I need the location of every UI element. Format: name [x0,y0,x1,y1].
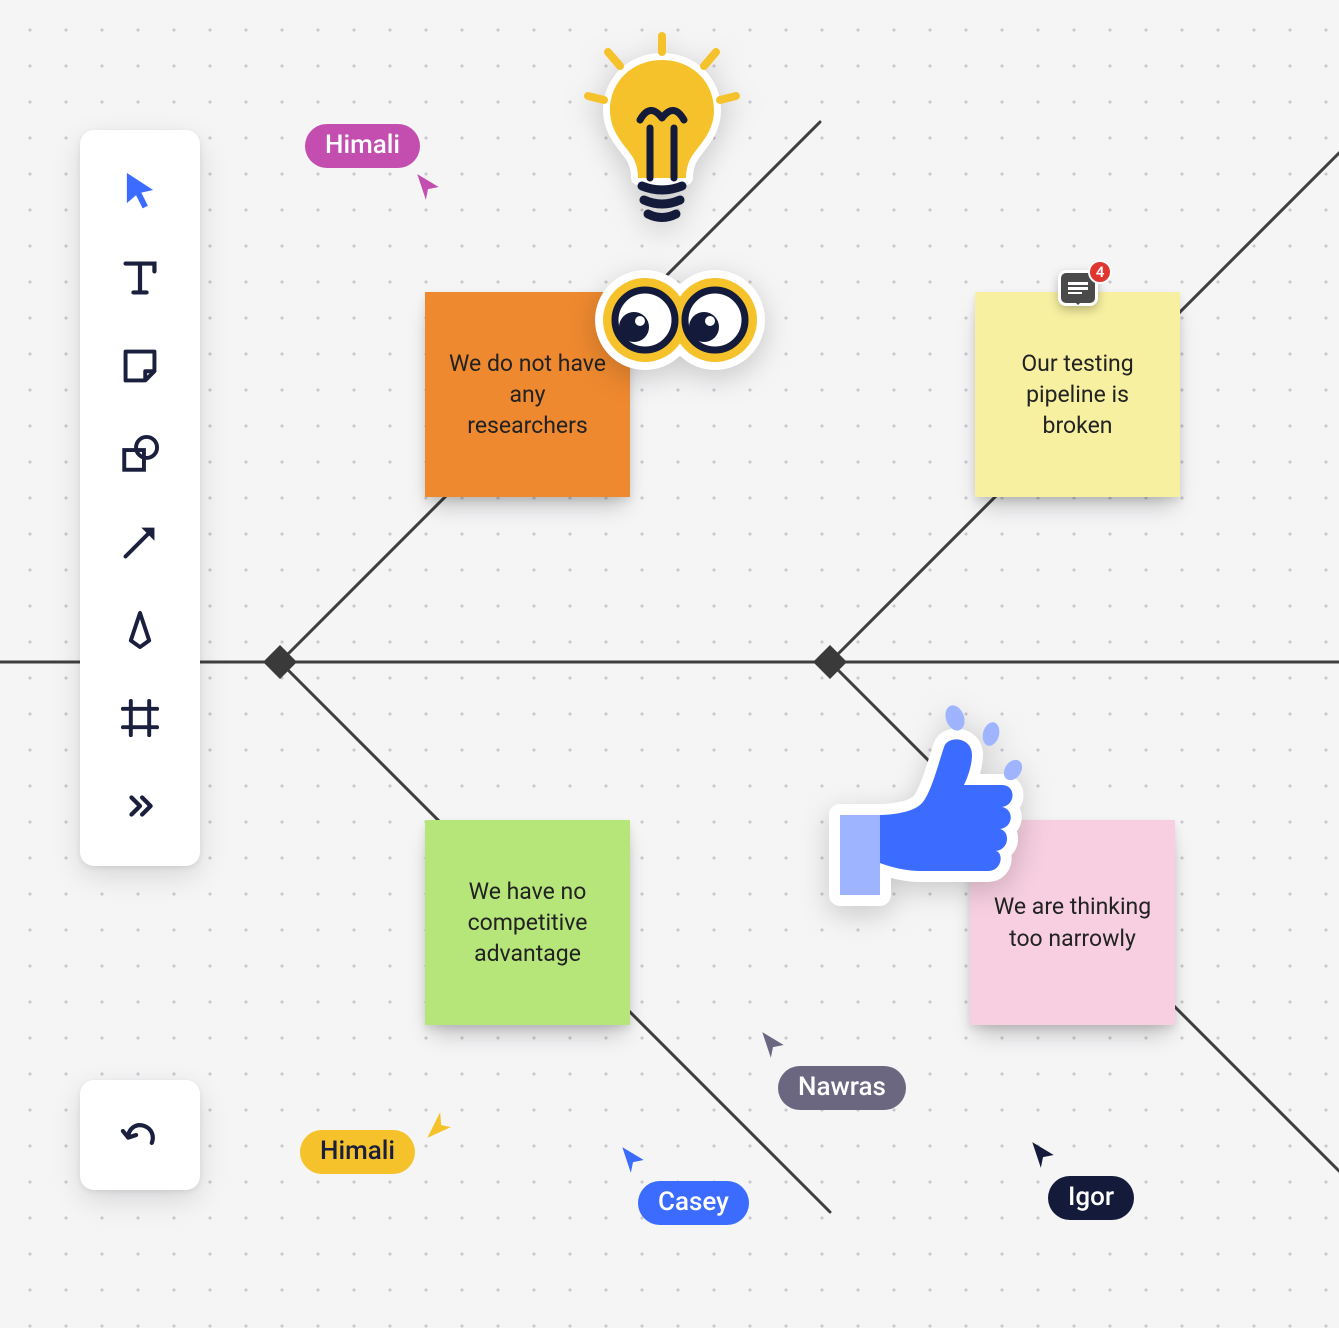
sticky-note[interactable]: We have no competitive advantage [425,820,630,1025]
collaborator-cursor: Himali [305,118,441,202]
comment-count: 4 [1088,260,1112,284]
eyes-sticker-icon[interactable] [590,265,770,375]
cursor-icon [415,172,441,202]
collaborator-cursor: Nawras [760,1030,906,1110]
sticky-text: We have no competitive advantage [447,876,608,969]
collaborator-cursor: Igor [1030,1140,1134,1220]
arrow-tool[interactable] [100,502,180,582]
sticky-text: We do not have any researchers [447,348,608,441]
cursor-icon [425,1110,451,1140]
frame-tool[interactable] [100,678,180,758]
chevron-right-icon [123,789,157,823]
collaborator-name: Nawras [778,1066,906,1110]
pen-icon [119,609,161,651]
lightbulb-sticker-icon[interactable] [570,30,755,240]
toolbar [80,130,200,866]
collaborator-name: Himali [305,124,420,168]
text-icon [119,257,161,299]
cursor-icon [1030,1140,1056,1170]
more-tool[interactable] [100,766,180,846]
shape-tool[interactable] [100,414,180,494]
arrow-icon [119,521,161,563]
cursor-icon [760,1030,786,1060]
collaborator-name: Casey [638,1181,749,1225]
collaborator-name: Igor [1048,1176,1134,1220]
cursor-icon [620,1145,646,1175]
undo-icon [119,1114,161,1156]
sticky-note-icon [119,345,161,387]
frame-icon [119,697,161,739]
sticky-note[interactable]: Our testing pipeline is broken [975,292,1180,497]
sticky-text: Our testing pipeline is broken [997,348,1158,441]
text-tool[interactable] [100,238,180,318]
undo-panel [80,1080,200,1190]
cursor-icon [119,169,161,211]
pen-tool[interactable] [100,590,180,670]
select-tool[interactable] [100,150,180,230]
sticky-tool[interactable] [100,326,180,406]
undo-button[interactable] [100,1100,180,1170]
whiteboard-canvas[interactable]: We do not have any researchers Our testi… [0,0,1339,1328]
collaborator-cursor: Casey [620,1145,749,1225]
thumbsup-sticker-icon[interactable] [805,700,1040,925]
collaborator-cursor: Himali [300,1100,451,1174]
shape-icon [119,433,161,475]
comment-indicator[interactable]: 4 [1058,270,1102,314]
collaborator-name: Himali [300,1130,415,1174]
